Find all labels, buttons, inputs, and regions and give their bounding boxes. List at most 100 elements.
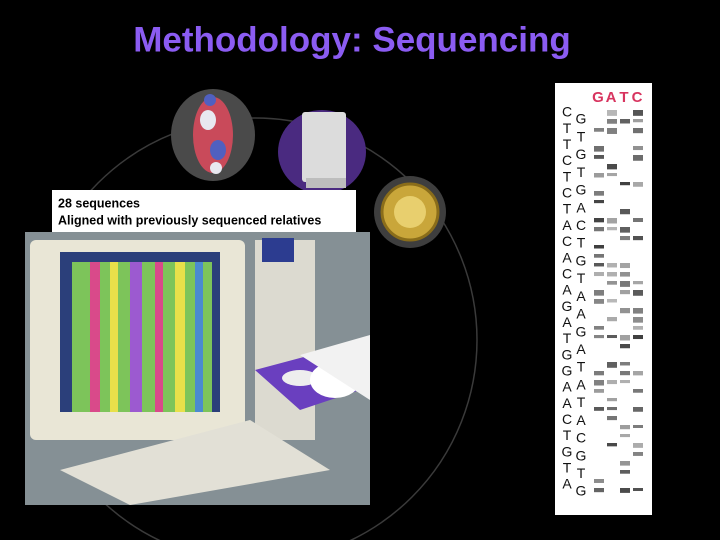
gel-bands bbox=[594, 110, 643, 493]
gel-band bbox=[633, 488, 643, 492]
base-letter: T bbox=[563, 201, 572, 217]
base-letter: A bbox=[562, 282, 572, 298]
base-letter: C bbox=[562, 233, 572, 249]
base-letter: T bbox=[577, 270, 586, 286]
gel-band bbox=[633, 389, 643, 393]
gel-band bbox=[620, 344, 630, 349]
gel-band bbox=[607, 317, 617, 322]
base-letter: G bbox=[576, 252, 587, 268]
gel-band bbox=[607, 263, 617, 268]
base-letter: A bbox=[576, 288, 586, 304]
base-letter: T bbox=[577, 235, 586, 251]
base-letter: C bbox=[562, 152, 572, 168]
gel-band bbox=[607, 299, 617, 303]
gel-band bbox=[620, 281, 630, 287]
gel-band bbox=[607, 227, 617, 231]
gel-band bbox=[633, 443, 643, 448]
base-letter: G bbox=[562, 443, 573, 459]
dna-model bbox=[193, 94, 233, 174]
base-letter: A bbox=[576, 412, 586, 428]
gel-band bbox=[633, 281, 643, 285]
gel-band bbox=[607, 272, 617, 277]
gel-band bbox=[633, 290, 643, 296]
gel-band bbox=[620, 227, 630, 233]
gel-band bbox=[620, 236, 630, 241]
sequencer bbox=[302, 112, 346, 182]
gel-band bbox=[594, 326, 604, 330]
gel-band bbox=[620, 308, 630, 314]
gel-band bbox=[633, 425, 643, 429]
caption-line: 28 sequences bbox=[58, 196, 140, 210]
gel-band bbox=[594, 488, 604, 493]
gel-band bbox=[633, 317, 643, 323]
base-letter: G bbox=[576, 447, 587, 463]
gel-band bbox=[633, 146, 643, 151]
base-letter: T bbox=[577, 128, 586, 144]
base-letter: A bbox=[562, 314, 572, 330]
lane-label: A bbox=[606, 89, 617, 106]
gel-band bbox=[607, 416, 617, 421]
base-letter: G bbox=[576, 182, 587, 198]
base-letter: G bbox=[576, 483, 587, 499]
base-letter: G bbox=[576, 146, 587, 162]
gel-band bbox=[594, 245, 604, 249]
gel-band bbox=[607, 335, 617, 339]
gel-band bbox=[620, 371, 630, 376]
gel-band bbox=[620, 380, 630, 384]
base-letter: A bbox=[562, 476, 572, 492]
gel-band bbox=[633, 119, 643, 123]
base-letter: C bbox=[562, 185, 572, 201]
gel-band bbox=[594, 173, 604, 178]
gel-band bbox=[620, 461, 630, 466]
base-letter: C bbox=[562, 411, 572, 427]
gel-band bbox=[607, 443, 617, 447]
gel-band bbox=[620, 272, 630, 277]
gel-band bbox=[620, 470, 630, 474]
gel-band bbox=[594, 263, 604, 267]
lane-label: G bbox=[592, 89, 604, 106]
gel-band bbox=[633, 308, 643, 314]
gel-band bbox=[633, 128, 643, 134]
base-letter: A bbox=[562, 379, 572, 395]
gel-band bbox=[620, 434, 630, 438]
gel-band bbox=[607, 164, 617, 170]
gold-disc-center bbox=[394, 196, 426, 228]
gel-band bbox=[607, 362, 617, 368]
base-letter: C bbox=[576, 217, 586, 233]
gel-band bbox=[594, 380, 604, 386]
gel-band bbox=[633, 326, 643, 330]
gel-band bbox=[594, 407, 604, 411]
sequencer-base bbox=[306, 178, 346, 188]
base-letter: C bbox=[576, 430, 586, 446]
gel-band bbox=[620, 182, 630, 186]
gel-band bbox=[633, 452, 643, 456]
gel-band bbox=[594, 146, 604, 152]
gel-band bbox=[633, 335, 643, 340]
base-letter: T bbox=[563, 330, 572, 346]
base-letter: C bbox=[562, 104, 572, 120]
base-letter: G bbox=[562, 298, 573, 314]
gel-band bbox=[594, 335, 604, 339]
base-letter: A bbox=[576, 199, 586, 215]
gel-band bbox=[594, 218, 604, 223]
gel-band bbox=[607, 173, 617, 177]
gel-band bbox=[633, 182, 643, 187]
gel-band bbox=[607, 398, 617, 402]
base-letter: A bbox=[562, 395, 572, 411]
gel-band bbox=[594, 155, 604, 159]
gel-band bbox=[633, 110, 643, 116]
gel-band bbox=[620, 362, 630, 366]
gel-band bbox=[594, 290, 604, 296]
gel-band bbox=[620, 290, 630, 295]
caption-line: Aligned with previously sequenced relati… bbox=[58, 213, 321, 227]
base-letter: C bbox=[562, 265, 572, 281]
base-letter: G bbox=[576, 111, 587, 127]
gel-band bbox=[607, 119, 617, 124]
gel-band bbox=[594, 191, 604, 196]
base-letter: T bbox=[563, 136, 572, 152]
base-letter: T bbox=[563, 460, 572, 476]
gel-band bbox=[594, 479, 604, 483]
gel-band bbox=[633, 218, 643, 223]
gel-band bbox=[594, 200, 604, 204]
